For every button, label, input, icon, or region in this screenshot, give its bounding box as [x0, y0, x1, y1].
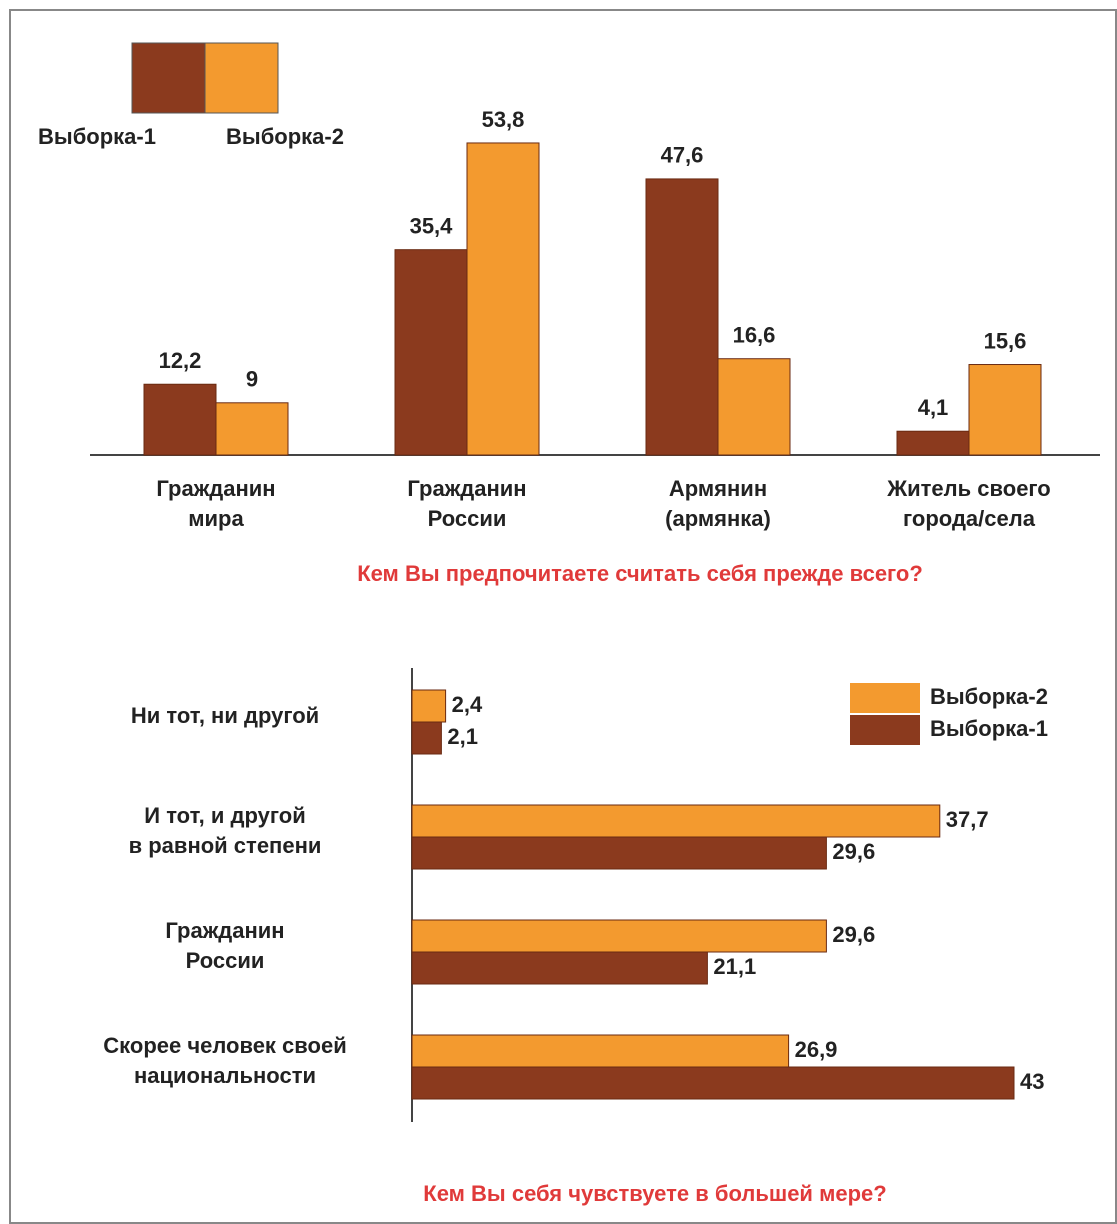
value-label: 9	[246, 367, 258, 392]
value-label: 37,7	[946, 807, 989, 832]
value-label: 16,6	[733, 323, 776, 348]
bar	[466, 142, 540, 456]
value-label: 35,4	[410, 213, 454, 238]
bar	[411, 721, 442, 755]
value-label: 53,8	[482, 107, 525, 132]
bar	[411, 804, 941, 838]
category-label: Армянин (армянка)	[665, 476, 771, 531]
bar	[411, 951, 708, 985]
value-label: 2,1	[447, 724, 478, 749]
bar	[968, 364, 1042, 456]
legend-swatch	[204, 42, 279, 114]
legend-label: Выборка-1	[930, 716, 1048, 741]
legend-label: Выборка-2	[226, 124, 344, 149]
bar	[411, 836, 827, 870]
chart-title: Кем Вы себя чувствуете в большей мере?	[423, 1181, 886, 1206]
legend-label: Выборка-1	[38, 124, 156, 149]
category-label: Гражданин России	[165, 918, 284, 973]
value-label: 21,1	[713, 954, 756, 979]
legend-swatch	[850, 683, 920, 713]
bar	[411, 1034, 790, 1068]
value-label: 29,6	[832, 839, 875, 864]
value-label: 26,9	[795, 1037, 838, 1062]
category-label: Ни тот, ни другой	[131, 703, 319, 728]
value-label: 15,6	[984, 328, 1027, 353]
legend-label: Выборка-2	[930, 684, 1048, 709]
bar	[394, 249, 468, 456]
bar	[411, 689, 447, 723]
category-label: Гражданин России	[407, 476, 526, 531]
value-label: 43	[1020, 1069, 1044, 1094]
chart-title: Кем Вы предпочитаете считать себя прежде…	[357, 561, 923, 586]
bar	[896, 430, 970, 456]
frame	[9, 9, 1117, 1224]
value-label: 12,2	[159, 348, 202, 373]
category-label: Скорее человек своей национальности	[103, 1033, 346, 1088]
value-label: 29,6	[832, 922, 875, 947]
bar	[717, 358, 791, 456]
bar	[411, 919, 827, 953]
category-label: Житель своего города/села	[886, 476, 1051, 531]
bar	[215, 402, 289, 456]
bar	[143, 383, 217, 456]
legend-swatch	[850, 715, 920, 745]
value-label: 47,6	[661, 143, 704, 168]
category-label: Гражданин мира	[156, 476, 275, 531]
legend-swatch	[131, 42, 206, 114]
bar	[411, 1066, 1015, 1100]
value-label: 2,4	[452, 692, 483, 717]
category-label: И тот, и другой в равной степени	[129, 803, 322, 858]
value-label: 4,1	[918, 395, 949, 420]
bar	[645, 178, 719, 456]
